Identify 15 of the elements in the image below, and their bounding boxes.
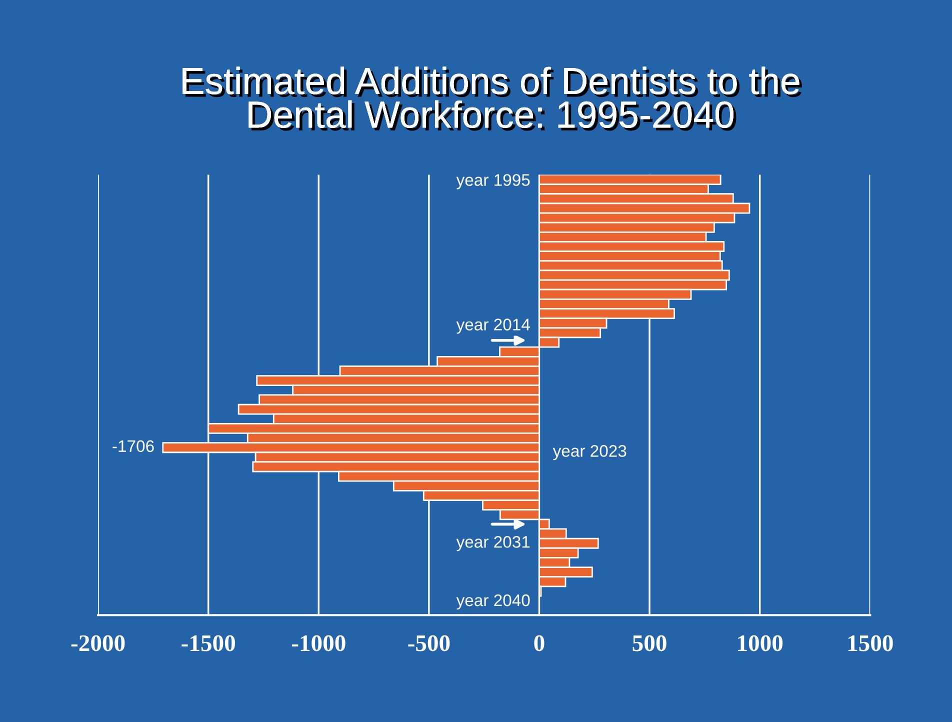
annotation: year 2031 [456,536,530,552]
x-tick-label: 1500 [848,635,893,652]
x-tick-label: 1000 [738,635,783,652]
x-tick-label: -500 [408,635,450,652]
data-label: -1706 [112,440,154,452]
chart-title: Estimated Additions of Dentists to the Dental Workforce: 1995-2040 [182,66,802,131]
annotation: year 2023 [552,445,626,460]
x-tick-label: 0 [534,635,544,652]
annotation: year 2014 [456,318,530,334]
annotation: year 1995 [456,174,530,190]
x-tick-label: -2000 [71,635,125,652]
x-tick-label: -1000 [292,635,346,652]
x-tick-label: -1500 [182,635,235,652]
x-tick-label: 500 [632,635,666,652]
annotation: year 2040 [456,594,530,610]
